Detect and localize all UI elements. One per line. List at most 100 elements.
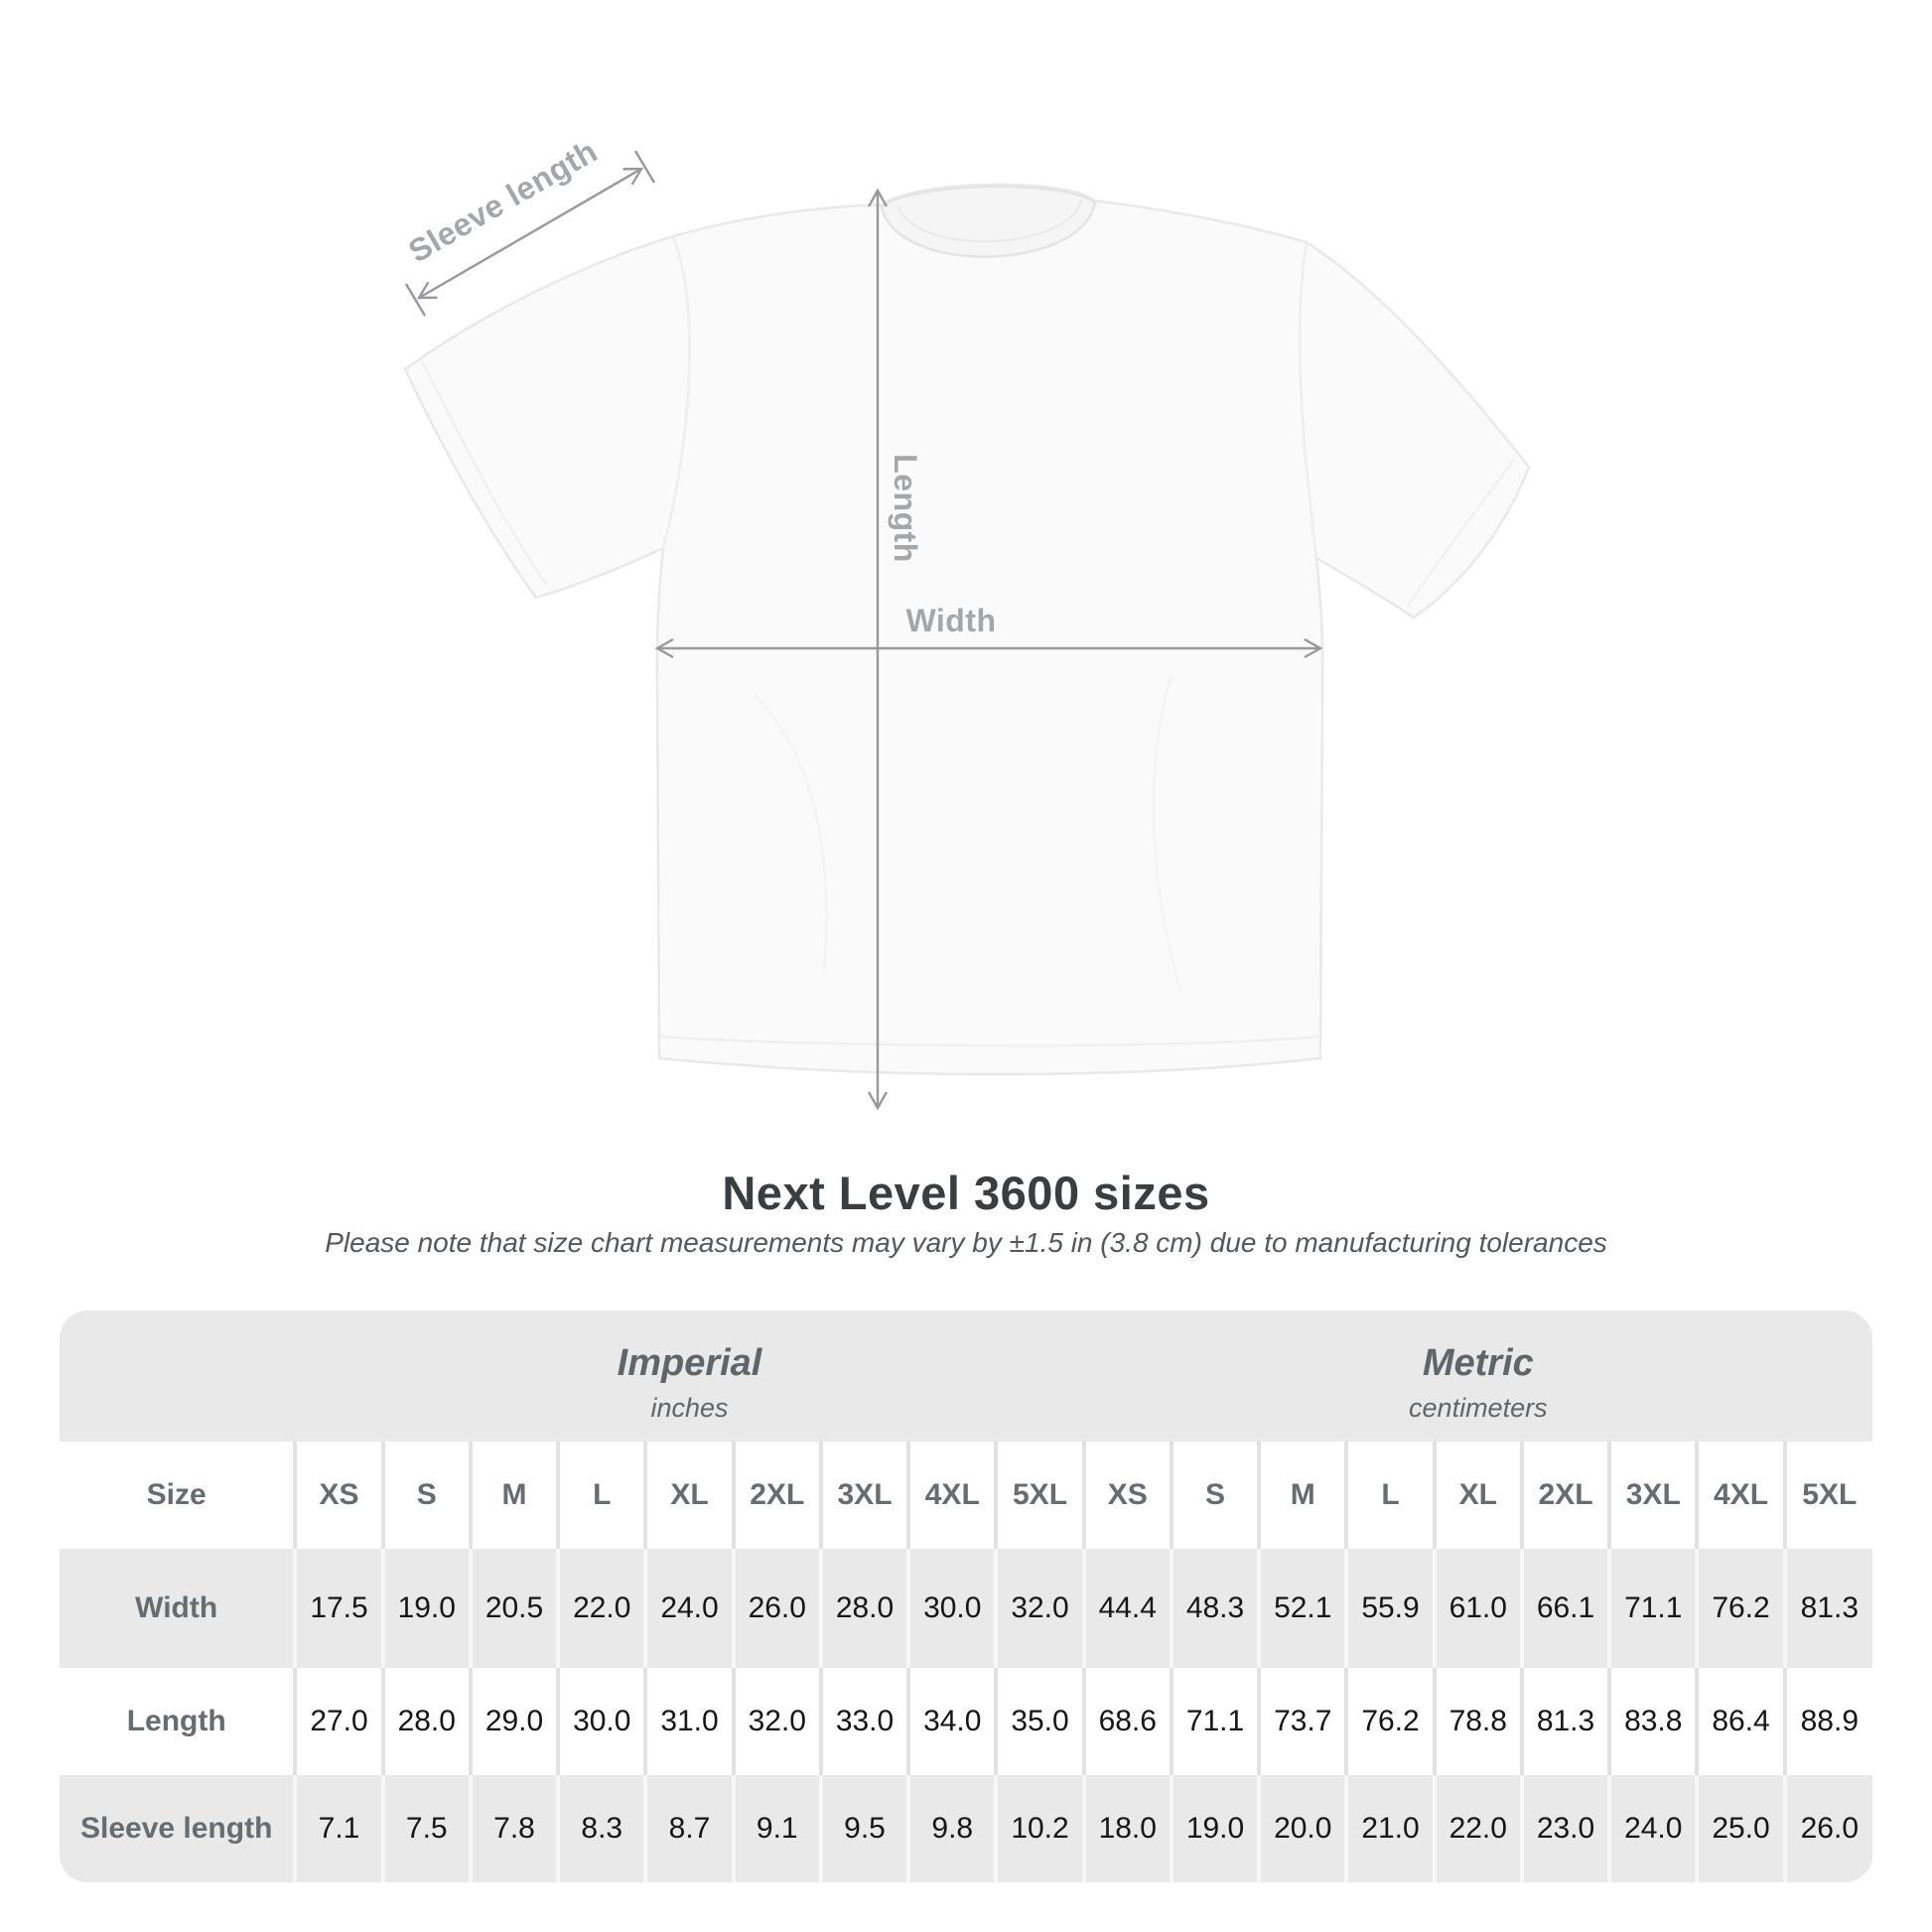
- value-cell: 81.3: [1519, 1668, 1610, 1775]
- size-table: Imperial inches Metric centimeters Size …: [60, 1311, 1872, 1882]
- value-cell: 32.0: [731, 1668, 821, 1775]
- size-header-label: Size: [146, 1478, 207, 1511]
- size-col-header: M: [1257, 1442, 1347, 1549]
- value-cell: 23.0: [1519, 1775, 1610, 1882]
- value-cell: 34.0: [906, 1668, 997, 1775]
- value-cell: 7.8: [468, 1775, 559, 1882]
- row-label: Width: [135, 1591, 218, 1624]
- size-col-header: L: [556, 1442, 646, 1549]
- value-cell: 86.4: [1695, 1668, 1785, 1775]
- size-col-header: 2XL: [1519, 1442, 1610, 1549]
- size-col-header: XS: [1081, 1442, 1172, 1549]
- value-cell: 28.0: [818, 1549, 909, 1668]
- value-cell: 8.3: [556, 1775, 646, 1882]
- width-row: Width 17.5 19.0 20.5 22.0 24.0 26.0 28.0…: [60, 1549, 1872, 1668]
- tshirt-measurement-diagram: Sleeve length Length Width: [402, 133, 1531, 1111]
- value-cell: 83.8: [1607, 1668, 1698, 1775]
- metric-sublabel: centimeters: [1409, 1393, 1548, 1423]
- value-cell: 20.0: [1257, 1775, 1347, 1882]
- size-col-header: 4XL: [1695, 1442, 1785, 1549]
- unit-group-header-row: Imperial inches Metric centimeters: [60, 1311, 1872, 1442]
- value-cell: 22.0: [1432, 1775, 1522, 1882]
- tshirt-left-armhole-seam: [661, 235, 691, 549]
- unit-header-spacer: [60, 1311, 295, 1442]
- sleeve-length-row: Sleeve length 7.1 7.5 7.8 8.3 8.7 9.1 9.…: [60, 1775, 1872, 1882]
- tshirt-right-cuff-seam: [1407, 458, 1516, 607]
- value-cell: 48.3: [1169, 1549, 1260, 1668]
- tshirt-collar: [880, 185, 1097, 258]
- size-header-row: Size XS S M L XL 2XL 3XL 4XL 5XL XS S M …: [60, 1442, 1872, 1549]
- value-cell: 33.0: [818, 1668, 909, 1775]
- size-col-header: 2XL: [731, 1442, 821, 1549]
- size-col-header: L: [1344, 1442, 1435, 1549]
- tshirt-left-cuff-seam: [420, 358, 547, 585]
- value-cell: 32.0: [994, 1549, 1084, 1668]
- tshirt-wrinkle: [754, 694, 828, 974]
- tshirt-wrinkle: [1152, 674, 1182, 994]
- value-cell: 19.0: [380, 1549, 471, 1668]
- page-subtitle: Please note that size chart measurements…: [325, 1227, 1607, 1258]
- value-cell: 25.0: [1695, 1775, 1785, 1882]
- sleeve-length-dimension-line: [416, 167, 644, 300]
- value-cell: 81.3: [1782, 1549, 1872, 1668]
- value-cell: 35.0: [994, 1668, 1084, 1775]
- metric-label: Metric: [1422, 1342, 1534, 1384]
- value-cell: 29.0: [468, 1668, 559, 1775]
- metric-group-header: Metric centimeters: [1084, 1311, 1872, 1442]
- imperial-group-header: Imperial inches: [295, 1311, 1083, 1442]
- value-cell: 17.5: [293, 1549, 383, 1668]
- value-cell: 8.7: [643, 1775, 734, 1882]
- value-cell: 20.5: [468, 1549, 559, 1668]
- page-title: Next Level 3600 sizes: [722, 1167, 1210, 1219]
- tshirt-collar-inner-seam: [897, 200, 1082, 243]
- value-cell: 9.1: [731, 1775, 821, 1882]
- length-label: Length: [888, 454, 923, 563]
- size-col-header: S: [380, 1442, 471, 1549]
- size-col-header: S: [1169, 1442, 1260, 1549]
- size-table-container: Imperial inches Metric centimeters Size …: [60, 1311, 1872, 1882]
- value-cell: 68.6: [1081, 1668, 1172, 1775]
- value-cell: 73.7: [1257, 1668, 1347, 1775]
- value-cell: 24.0: [643, 1549, 734, 1668]
- value-cell: 24.0: [1607, 1775, 1698, 1882]
- imperial-sublabel: inches: [650, 1393, 729, 1423]
- value-cell: 7.5: [380, 1775, 471, 1882]
- value-cell: 44.4: [1081, 1549, 1172, 1668]
- value-cell: 9.8: [906, 1775, 997, 1882]
- size-col-header: XL: [1432, 1442, 1522, 1549]
- value-cell: 22.0: [556, 1549, 646, 1668]
- value-cell: 28.0: [380, 1668, 471, 1775]
- tshirt-graphic: [403, 183, 1531, 1076]
- imperial-label: Imperial: [617, 1342, 762, 1384]
- value-cell: 10.2: [994, 1775, 1084, 1882]
- value-cell: 9.5: [818, 1775, 909, 1882]
- value-cell: 76.2: [1344, 1668, 1435, 1775]
- value-cell: 30.0: [906, 1549, 997, 1668]
- value-cell: 66.1: [1519, 1549, 1610, 1668]
- measurement-annotations: [404, 150, 1323, 1111]
- value-cell: 21.0: [1344, 1775, 1435, 1882]
- row-label: Length: [126, 1705, 226, 1737]
- value-cell: 19.0: [1169, 1775, 1260, 1882]
- width-label: Width: [905, 603, 996, 638]
- size-col-header: M: [468, 1442, 559, 1549]
- size-col-header: 5XL: [994, 1442, 1084, 1549]
- value-cell: 88.9: [1782, 1668, 1872, 1775]
- value-cell: 26.0: [731, 1549, 821, 1668]
- length-row: Length 27.0 28.0 29.0 30.0 31.0 32.0 33.…: [60, 1668, 1872, 1775]
- value-cell: 7.1: [293, 1775, 383, 1882]
- value-cell: 71.1: [1169, 1668, 1260, 1775]
- value-cell: 76.2: [1695, 1549, 1785, 1668]
- value-cell: 26.0: [1782, 1775, 1872, 1882]
- value-cell: 61.0: [1432, 1549, 1522, 1668]
- value-cell: 52.1: [1257, 1549, 1347, 1668]
- value-cell: 18.0: [1081, 1775, 1172, 1882]
- value-cell: 55.9: [1344, 1549, 1435, 1668]
- value-cell: 30.0: [556, 1668, 646, 1775]
- size-col-header: 3XL: [818, 1442, 909, 1549]
- value-cell: 27.0: [293, 1668, 383, 1775]
- sleeve-length-end-tick: [404, 283, 427, 317]
- size-col-header: 5XL: [1782, 1442, 1872, 1549]
- value-cell: 78.8: [1432, 1668, 1522, 1775]
